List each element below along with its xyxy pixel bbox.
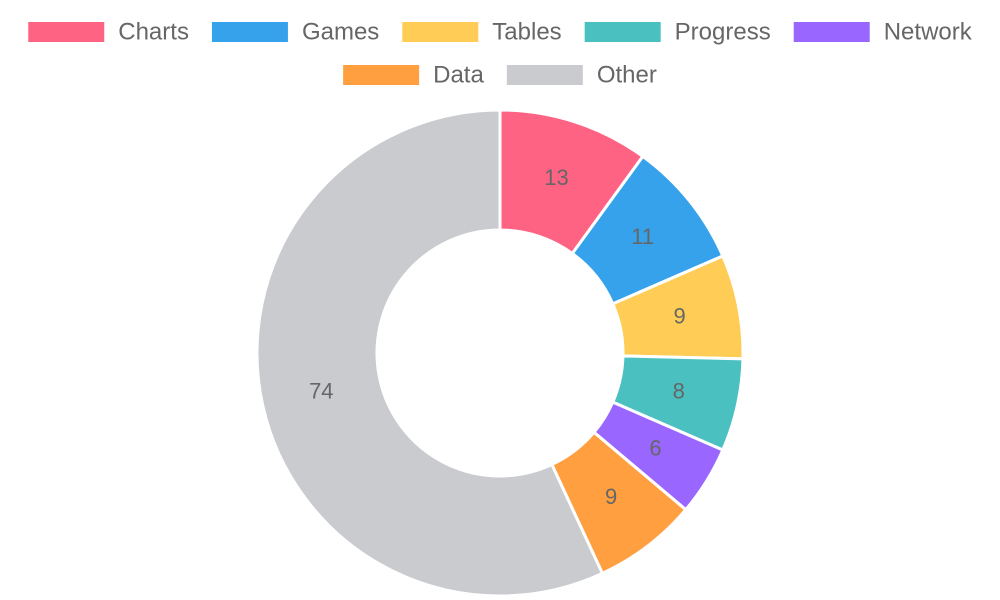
slice [255,108,605,598]
slice-label: 11 [631,224,654,249]
slice-label: 74 [309,378,333,403]
legend-swatch [793,22,870,42]
legend-swatch [584,22,661,42]
legend-item[interactable]: Tables [402,18,562,45]
legend-label: Network [884,18,973,45]
legend-item[interactable]: Games [211,18,379,45]
legend-label: Games [302,18,379,45]
legend-item[interactable]: Other [506,61,657,88]
legend-item[interactable]: Network [793,18,973,45]
legend-label: Other [597,61,657,88]
legend-label: Tables [492,18,561,45]
legend-item[interactable]: Progress [584,18,771,45]
legend-swatch [28,22,105,42]
legend-item[interactable]: Data [343,61,484,88]
slice-label: 9 [673,304,685,329]
slice-label: 6 [649,435,661,460]
legend-label: Charts [118,18,189,45]
legend-swatch [343,65,420,85]
legend-item[interactable]: Charts [28,18,189,45]
slice-label: 13 [544,165,568,190]
legend-swatch [211,22,288,42]
legend-label: Progress [675,18,771,45]
slice-label: 9 [605,484,617,509]
legend-swatch [506,65,583,85]
legend-label: Data [433,61,484,88]
slice-label: 8 [673,378,685,403]
legend-swatch [402,22,479,42]
